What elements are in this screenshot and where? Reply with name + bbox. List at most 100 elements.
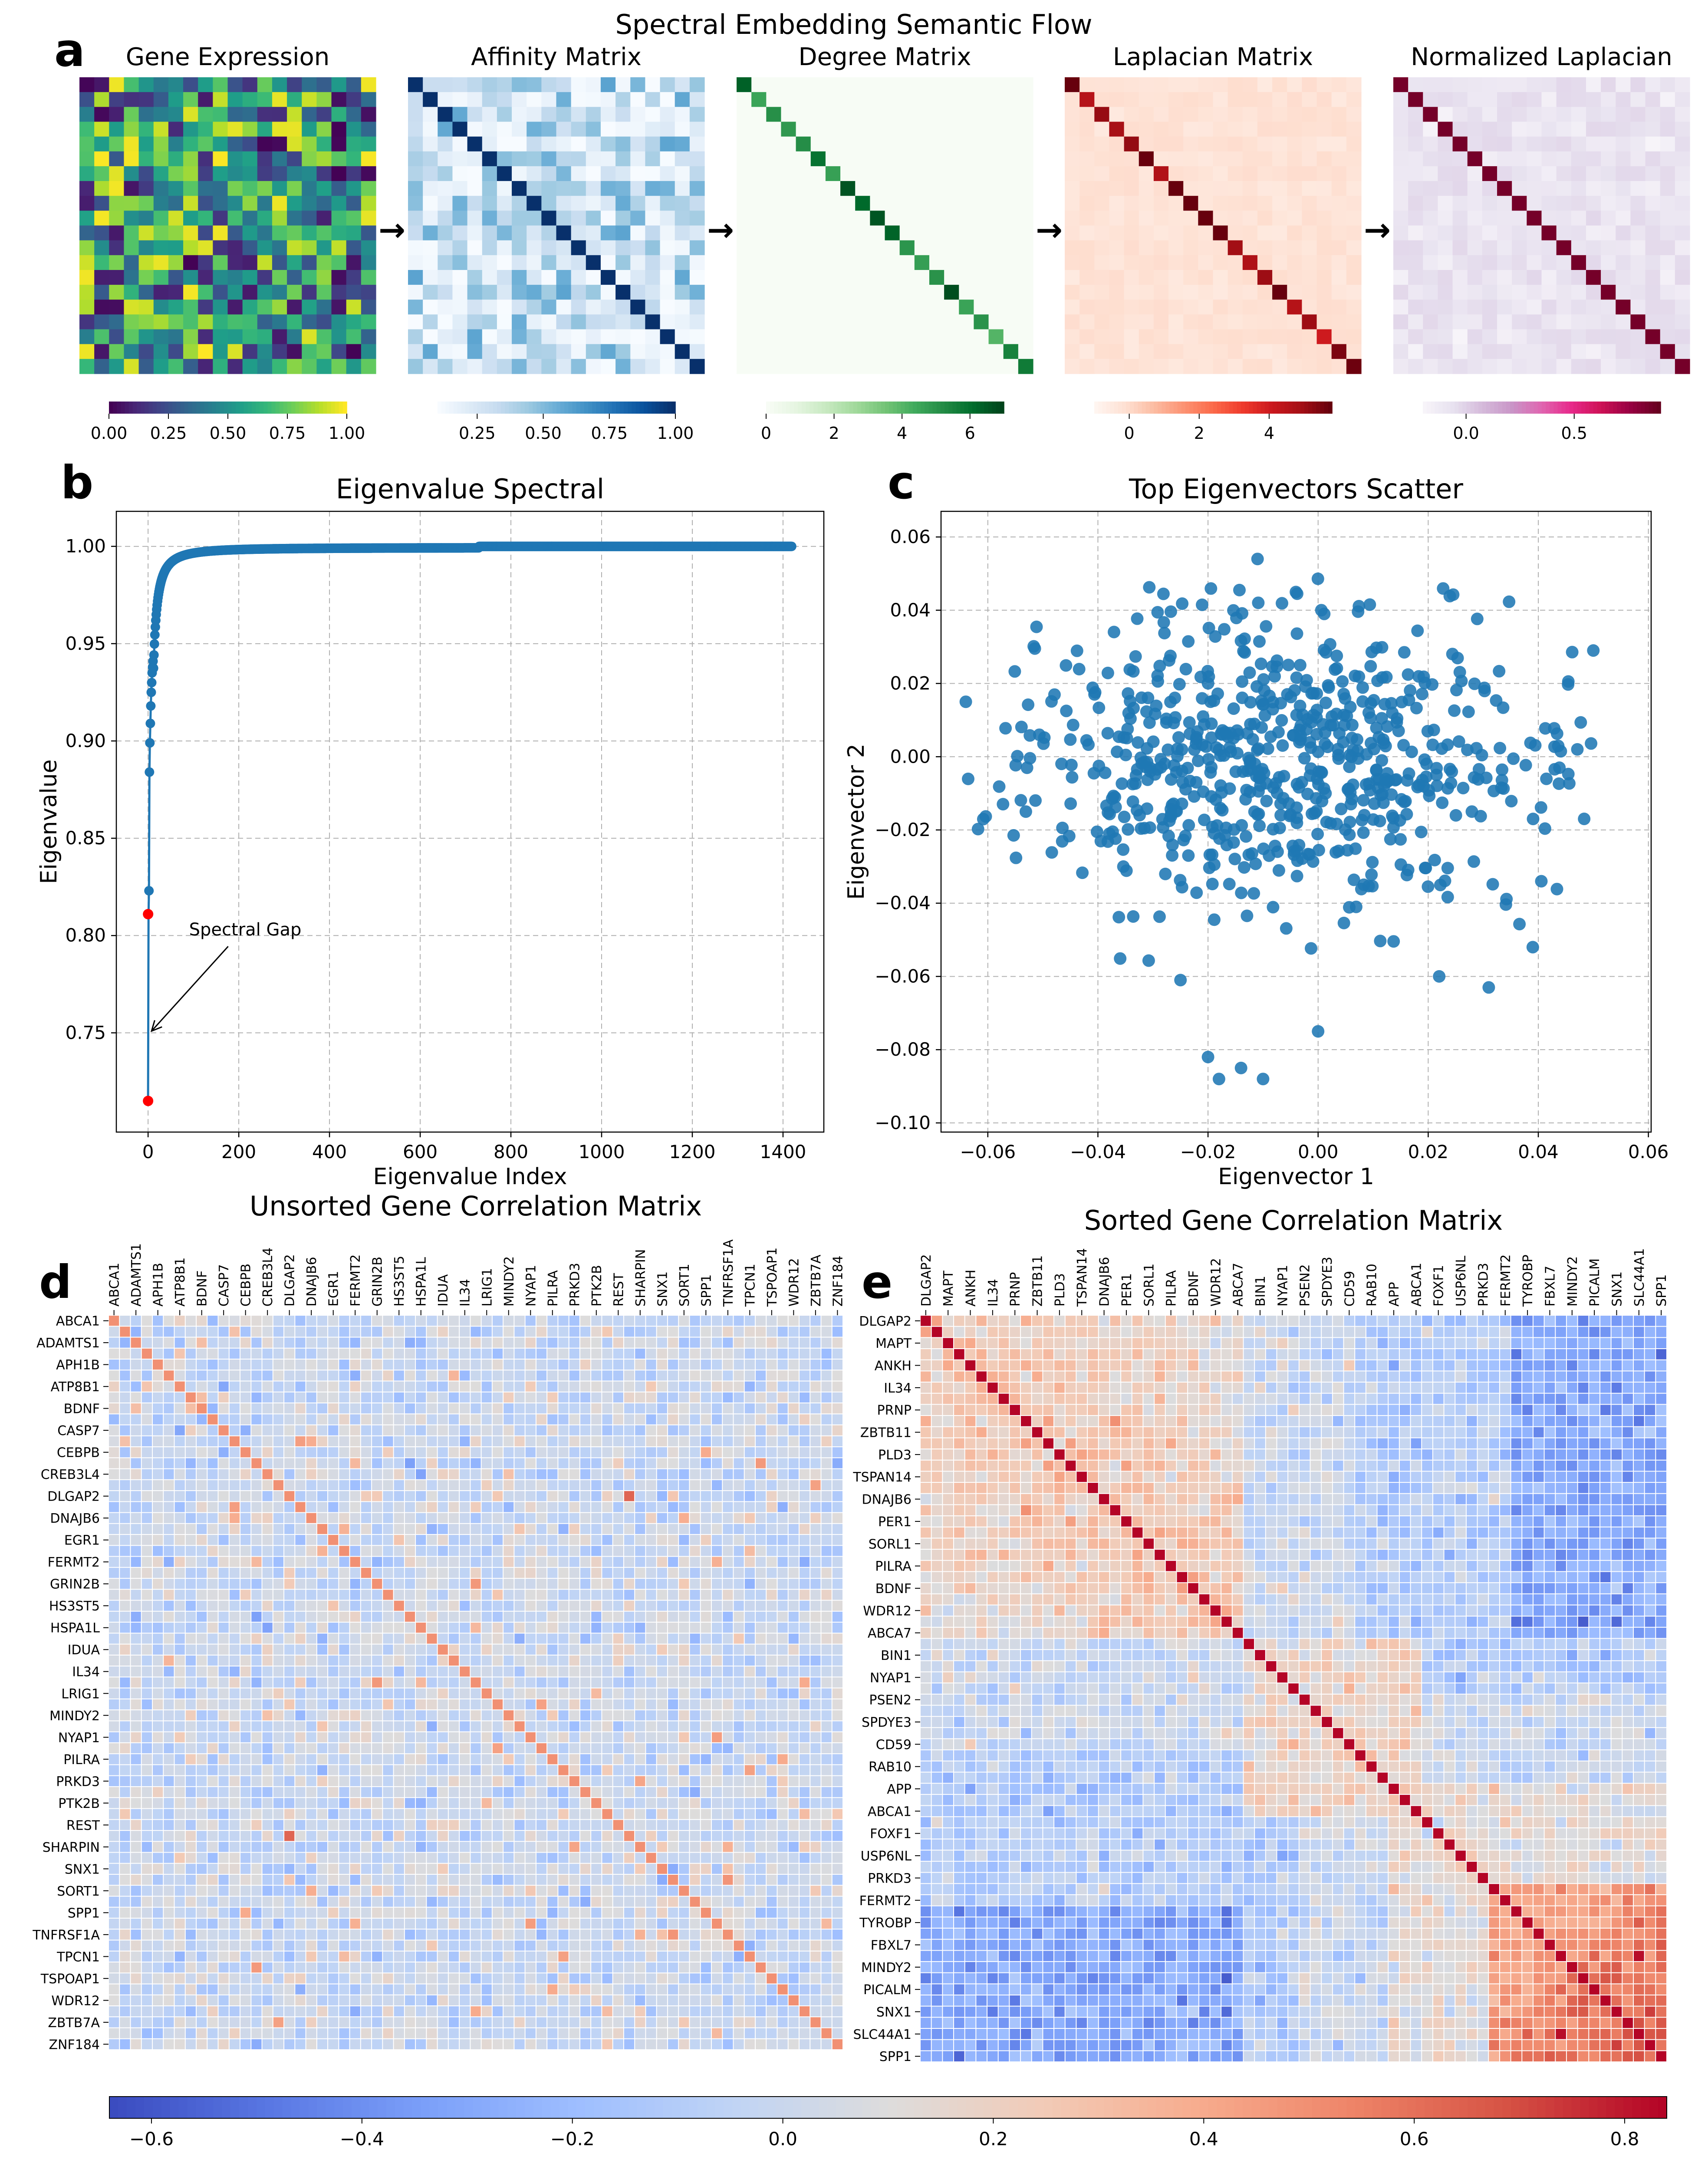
heatmap-cell	[1660, 359, 1675, 374]
heatmap-cell	[988, 344, 1004, 359]
heatmap-cell	[1630, 107, 1646, 122]
heatmap-cell	[586, 211, 601, 226]
heatmap-cell	[452, 344, 468, 359]
scatter-point	[1015, 721, 1028, 734]
heatmap-cell	[361, 122, 376, 137]
heatmap-cell	[929, 225, 945, 241]
heatmap-cell	[556, 122, 572, 137]
y-tick-label: 0.00	[890, 746, 931, 767]
heatmap-cell	[1482, 359, 1497, 374]
heatmap-cell	[331, 196, 347, 211]
heatmap-cell	[1228, 344, 1243, 359]
heatmap-cell	[944, 225, 959, 241]
heatmap-cell	[1272, 92, 1287, 107]
heatmap-cell	[512, 359, 527, 374]
heatmap-cell	[124, 151, 139, 167]
scatter-point	[1206, 878, 1219, 890]
scatter-point	[1230, 612, 1243, 625]
heatmap-cell	[1109, 166, 1125, 181]
heatmap-cell	[438, 344, 453, 359]
heatmap-cell	[183, 270, 198, 285]
heatmap-cell	[257, 211, 273, 226]
heatmap-cell	[781, 77, 796, 92]
colorbar-segment	[1526, 402, 1530, 414]
heatmap-cell	[1242, 270, 1258, 285]
heatmap-cell	[751, 122, 767, 137]
heatmap-cell	[1183, 196, 1198, 211]
colorbar-segment	[1225, 402, 1230, 414]
heatmap-cell	[660, 344, 675, 359]
scatter-point	[962, 772, 974, 785]
heatmap-cell	[1675, 359, 1690, 374]
heatmap-cell	[1630, 329, 1646, 345]
heatmap-cell	[1316, 122, 1332, 137]
heatmap-cell	[183, 329, 198, 345]
scatter-point	[1441, 738, 1454, 751]
heatmap-cell	[168, 359, 184, 374]
correlation-cell	[788, 1370, 799, 1381]
correlation-cell	[788, 1327, 799, 1337]
heatmap-cell	[138, 314, 154, 330]
heatmap-cell	[541, 211, 557, 226]
heatmap-cell	[213, 211, 228, 226]
heatmap-cell	[1139, 122, 1154, 137]
correlation-cell	[471, 1327, 481, 1337]
heatmap-cell	[556, 107, 572, 122]
heatmap-cell	[781, 225, 796, 241]
heatmap-cell	[1316, 151, 1332, 167]
heatmap-cell	[79, 314, 95, 330]
scatter-point	[1019, 805, 1032, 818]
heatmap-cell	[1287, 136, 1302, 152]
heatmap-cell	[1571, 240, 1586, 256]
heatmap-cell	[527, 300, 542, 315]
correlation-cell	[339, 1360, 349, 1370]
heatmap-cell	[1438, 181, 1453, 196]
heatmap-cell	[675, 107, 690, 122]
correlation-cell	[580, 1348, 591, 1359]
colorbar-segment	[1162, 402, 1166, 414]
heatmap-cell	[79, 107, 95, 122]
heatmap-cell	[796, 285, 811, 300]
correlation-cell	[492, 1348, 503, 1359]
heatmap-cell	[959, 344, 974, 359]
scatter-point	[959, 695, 972, 708]
heatmap-cell	[497, 136, 512, 152]
colorbar-segment	[481, 402, 486, 414]
heatmap-cell	[1198, 285, 1214, 300]
heatmap-cell	[1541, 240, 1557, 256]
heatmap-cell	[885, 359, 900, 374]
heatmap-cell	[645, 166, 661, 181]
heatmap-cell	[600, 270, 616, 285]
heatmap-cell	[168, 211, 184, 226]
heatmap-cell	[138, 77, 154, 92]
heatmap-cell	[1272, 77, 1287, 92]
colorbar-segment	[148, 402, 153, 414]
heatmap-cell	[302, 300, 317, 315]
heatmap-cell	[766, 181, 782, 196]
heatmap-cell	[1645, 136, 1661, 152]
heatmap-cell	[586, 151, 601, 167]
correlation-cell	[448, 1327, 459, 1337]
heatmap-cell	[138, 196, 154, 211]
correlation-cell	[471, 1337, 481, 1348]
heatmap-cell	[885, 314, 900, 330]
heatmap-cell	[660, 255, 675, 270]
heatmap-cell	[272, 211, 287, 226]
heatmap-cell	[1257, 196, 1273, 211]
scatter-point	[1112, 911, 1126, 924]
heatmap-cell	[1482, 122, 1497, 137]
heatmap-cell	[959, 255, 974, 270]
scatter-point	[1578, 813, 1591, 825]
heatmap-cell	[1168, 225, 1184, 241]
heatmap-cell	[645, 122, 661, 137]
colorbar-segment	[921, 402, 925, 414]
heatmap-cell	[675, 314, 690, 330]
heatmap-cell	[316, 107, 332, 122]
heatmap-cell	[1139, 329, 1154, 345]
correlation-cell	[273, 1370, 284, 1381]
colorbar-segment	[453, 402, 458, 414]
heatmap-cell	[1571, 300, 1586, 315]
heatmap-cell	[183, 107, 198, 122]
heatmap-cell	[1601, 240, 1616, 256]
heatmap-cell	[1616, 196, 1631, 211]
